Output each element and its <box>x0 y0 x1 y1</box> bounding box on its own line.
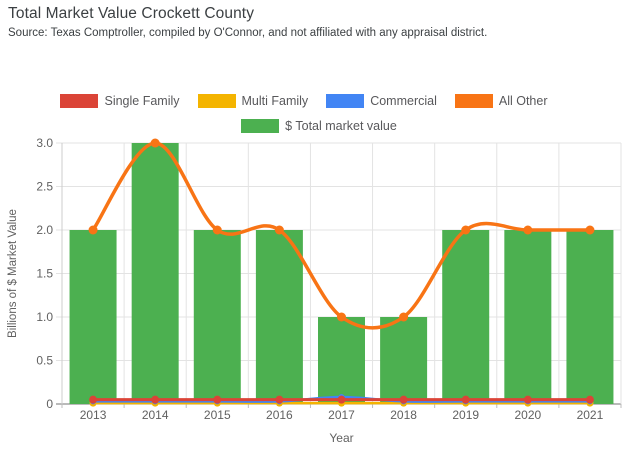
svg-text:3.0: 3.0 <box>36 136 53 150</box>
legend-swatch-all-other <box>454 94 493 108</box>
legend-label-single-family: Single Family <box>104 94 180 108</box>
legend-label-commercial: Commercial <box>370 94 437 108</box>
svg-text:2015: 2015 <box>204 408 231 422</box>
svg-text:2017: 2017 <box>328 408 355 422</box>
legend-item-single-family: Single Family <box>60 94 180 108</box>
legend-item-all-other: All Other <box>454 94 548 108</box>
svg-text:0: 0 <box>46 397 53 411</box>
svg-text:2019: 2019 <box>452 408 479 422</box>
legend-label-total-market-value: $ Total market value <box>285 119 397 133</box>
legend-label-all-other: All Other <box>498 94 548 108</box>
svg-text:2.5: 2.5 <box>36 180 53 194</box>
legend-row-2: $ Total market value <box>0 119 638 133</box>
legend-swatch-multi-family <box>197 94 236 108</box>
legend-item-total-market-value: $ Total market value <box>241 119 397 133</box>
svg-text:1.5: 1.5 <box>36 267 53 281</box>
svg-text:0.5: 0.5 <box>36 354 53 368</box>
svg-text:Billions of $ Market Value: Billions of $ Market Value <box>7 209 19 338</box>
svg-text:2020: 2020 <box>514 408 541 422</box>
svg-text:1.0: 1.0 <box>36 310 53 324</box>
legend-swatch-commercial <box>326 94 365 108</box>
svg-text:2018: 2018 <box>390 408 417 422</box>
legend-item-multi-family: Multi Family <box>197 94 309 108</box>
legend-label-multi-family: Multi Family <box>241 94 309 108</box>
legend-row-1: Single Family Multi Family Commercial Al… <box>0 94 608 108</box>
svg-text:2016: 2016 <box>266 408 293 422</box>
legend-item-commercial: Commercial <box>326 94 437 108</box>
legend-swatch-single-family <box>60 94 99 108</box>
svg-text:2021: 2021 <box>577 408 604 422</box>
svg-text:Year: Year <box>329 431 353 445</box>
source-note: Source: Texas Comptroller, compiled by O… <box>8 27 488 39</box>
svg-text:2013: 2013 <box>80 408 107 422</box>
legend-swatch-total-market-value <box>241 119 280 133</box>
svg-text:2014: 2014 <box>142 408 169 422</box>
page-title: Total Market Value Crockett County <box>8 5 255 22</box>
svg-text:2.0: 2.0 <box>36 223 53 237</box>
